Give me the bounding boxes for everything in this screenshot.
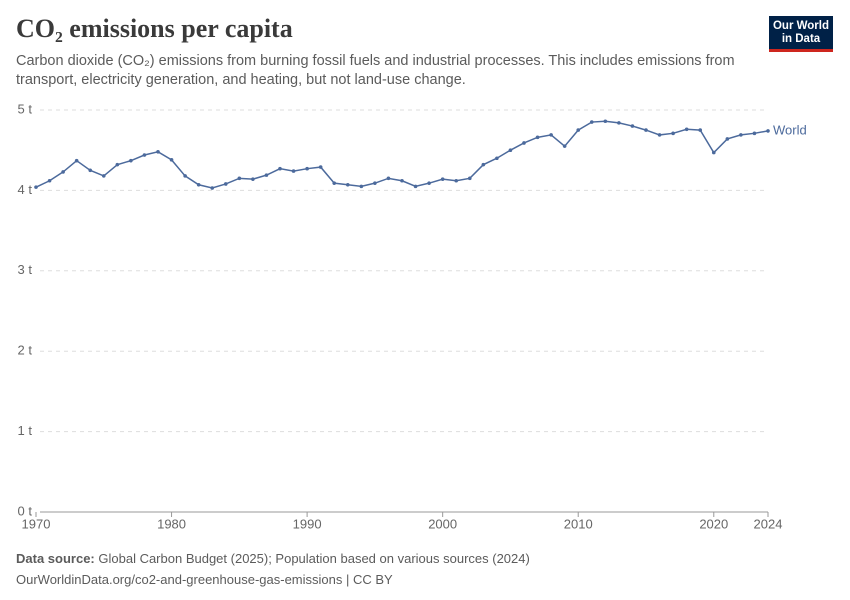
point bbox=[508, 148, 513, 152]
y-tick-label: 3 t bbox=[18, 262, 33, 277]
point bbox=[142, 153, 147, 157]
point bbox=[481, 162, 486, 167]
point bbox=[291, 169, 296, 173]
logo-line: Our World bbox=[772, 20, 829, 32]
point bbox=[156, 150, 160, 154]
point bbox=[752, 131, 757, 136]
point bbox=[237, 176, 242, 181]
point bbox=[589, 120, 594, 124]
point bbox=[522, 141, 526, 145]
point bbox=[264, 173, 269, 177]
point bbox=[766, 129, 770, 133]
source-line: Data source: Global Carbon Budget (2025)… bbox=[16, 548, 530, 569]
point bbox=[305, 166, 309, 171]
x-tick-label: 1970 bbox=[22, 516, 51, 531]
point bbox=[332, 181, 337, 185]
point bbox=[115, 162, 120, 167]
point bbox=[196, 182, 201, 187]
point bbox=[101, 174, 106, 178]
point bbox=[359, 184, 364, 189]
point bbox=[318, 165, 323, 169]
point bbox=[345, 182, 350, 187]
point bbox=[74, 158, 79, 163]
y-tick-label: 2 t bbox=[18, 343, 33, 358]
point bbox=[440, 177, 445, 181]
point bbox=[129, 158, 133, 163]
point bbox=[684, 127, 689, 132]
logo[interactable]: Our World in Data bbox=[769, 16, 833, 52]
source-label: Data source: bbox=[16, 551, 95, 566]
x-tick-label: 1990 bbox=[293, 516, 322, 531]
y-tick-label: 4 t bbox=[18, 182, 33, 197]
source: Global Carbon Budget (2025); Population … bbox=[98, 551, 530, 566]
point bbox=[535, 135, 540, 140]
point bbox=[183, 174, 187, 178]
point bbox=[88, 168, 93, 173]
point bbox=[739, 133, 743, 137]
point bbox=[467, 176, 472, 181]
x-tick-label: 2000 bbox=[428, 516, 457, 531]
point bbox=[671, 131, 675, 136]
x-tick-label: 1980 bbox=[157, 516, 186, 531]
point bbox=[617, 121, 621, 125]
point bbox=[34, 185, 38, 189]
point bbox=[630, 124, 635, 128]
point bbox=[210, 186, 215, 190]
point bbox=[657, 133, 662, 137]
point bbox=[454, 178, 459, 183]
footer: Data source: Global Carbon Budget (2025)… bbox=[16, 548, 530, 590]
x-tick-label: 2010 bbox=[564, 516, 593, 531]
point bbox=[386, 176, 391, 181]
y-tick-label: 1 t bbox=[18, 423, 33, 438]
logo-line: in Data bbox=[781, 33, 821, 45]
point bbox=[400, 178, 404, 183]
point bbox=[413, 184, 418, 189]
point bbox=[61, 170, 65, 174]
point bbox=[427, 181, 431, 185]
point bbox=[495, 156, 499, 161]
point bbox=[711, 150, 716, 155]
point bbox=[223, 182, 228, 186]
point bbox=[698, 128, 703, 132]
point bbox=[169, 158, 174, 162]
point bbox=[549, 133, 553, 137]
point bbox=[278, 166, 282, 171]
y-tick-label: 5 t bbox=[18, 101, 33, 116]
chart-title: CO₂ emissions per capita bbox=[16, 14, 293, 43]
url[interactable]: OurWorldinData.org/co2-and-greenhouse-ga… bbox=[16, 572, 393, 587]
chart-subtitle: Carbon dioxide (CO₂) emissions from burn… bbox=[16, 53, 735, 88]
point bbox=[251, 177, 255, 181]
point bbox=[562, 144, 567, 148]
point bbox=[725, 137, 730, 141]
point bbox=[47, 178, 52, 183]
point bbox=[603, 119, 608, 124]
x-tick-label: 2020 bbox=[699, 516, 728, 531]
x-tick-label: 2024 bbox=[754, 516, 783, 531]
point bbox=[644, 128, 648, 132]
point bbox=[373, 181, 377, 185]
y-tick-label: 0 t bbox=[18, 503, 33, 518]
point bbox=[576, 128, 581, 132]
legend-label: World bbox=[773, 122, 807, 137]
